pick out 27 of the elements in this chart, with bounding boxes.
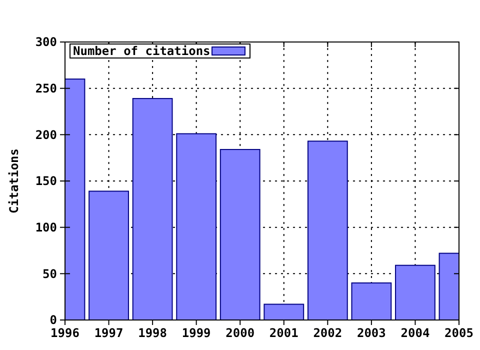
x-tick-label: 2004: [400, 326, 430, 340]
x-tick-label: 1996: [50, 326, 80, 340]
y-tick-label: 200: [35, 128, 57, 142]
x-tick-label: 2000: [226, 326, 255, 340]
y-tick-label: 150: [35, 174, 57, 188]
bar: [132, 98, 173, 320]
x-tick-label: 2003: [356, 326, 386, 340]
bar: [176, 133, 217, 320]
x-tick-label: 1998: [138, 326, 168, 340]
y-tick-label: 0: [50, 313, 57, 328]
y-tick-label: 50: [42, 266, 57, 281]
bar: [220, 148, 260, 320]
x-tick-label: 1999: [182, 326, 211, 340]
bar: [264, 304, 304, 320]
bar: [307, 140, 348, 320]
bar: [395, 264, 436, 320]
x-tick-label: 2002: [313, 326, 342, 340]
bar: [88, 190, 129, 320]
y-tick-label: 300: [35, 35, 57, 50]
y-axis-title: Citations: [7, 148, 21, 214]
y-tick-label: 250: [35, 82, 57, 96]
x-tick-label: 2001: [269, 326, 298, 340]
x-tick-label: 1997: [94, 326, 124, 340]
bar: [351, 282, 392, 320]
y-tick-label: 100: [35, 220, 57, 235]
x-tick-label: 2005: [444, 326, 474, 340]
legend-label: Number of citations: [73, 44, 210, 58]
